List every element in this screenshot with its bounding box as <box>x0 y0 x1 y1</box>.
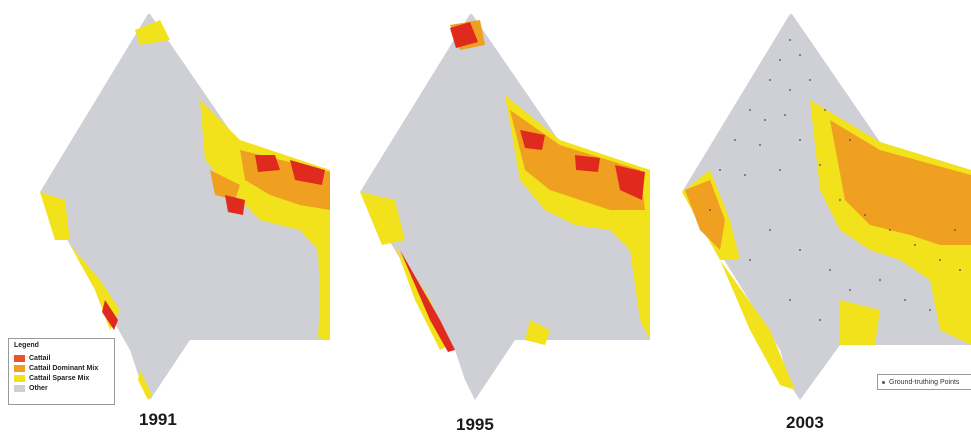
marsh-boundary-2003 <box>682 14 971 400</box>
cattail-1991 <box>102 155 325 330</box>
dominant-mix-2003 <box>685 120 971 250</box>
ground-truth-legend: Ground-truthing Points <box>877 374 971 390</box>
legend-item-cattail: Cattail <box>14 353 109 363</box>
legend-label: Cattail Dominant Mix <box>29 364 99 372</box>
legend-label: Cattail Sparse Mix <box>29 374 90 382</box>
legend: Legend Cattail Cattail Dominant Mix Catt… <box>8 338 115 405</box>
point-icon <box>882 380 885 384</box>
legend-item-dominant-mix: Cattail Dominant Mix <box>14 363 109 373</box>
year-label-2003: 2003 <box>786 413 824 432</box>
cattail-swatch <box>14 354 25 362</box>
marsh-boundary-1995 <box>360 14 650 400</box>
legend-label: Other <box>29 384 48 392</box>
ground-truth-label: Ground-truthing Points <box>889 378 960 386</box>
map-1995 <box>320 0 660 410</box>
year-label-1995: 1995 <box>456 415 494 434</box>
year-label-1991: 1991 <box>139 410 177 429</box>
legend-label: Cattail <box>29 354 51 362</box>
sparse-mix-swatch <box>14 374 25 382</box>
other-swatch <box>14 384 25 392</box>
legend-title: Legend <box>14 342 39 349</box>
dominant-mix-swatch <box>14 364 25 372</box>
ground-truth-points <box>709 39 961 321</box>
legend-item-sparse-mix: Cattail Sparse Mix <box>14 373 109 383</box>
map-1991 <box>0 0 340 410</box>
cattail-1995 <box>400 22 645 352</box>
map-2003 <box>640 0 971 410</box>
legend-item-other: Other <box>14 383 109 393</box>
